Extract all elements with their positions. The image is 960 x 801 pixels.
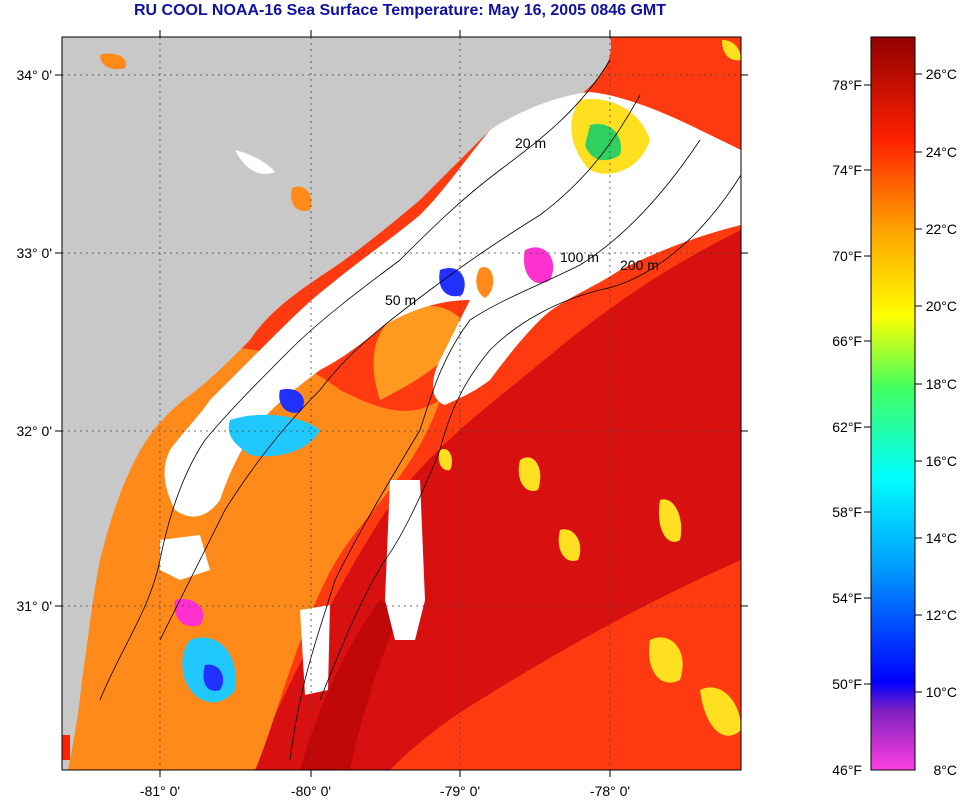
- colorbar-fahrenheit-labels: 78°F 74°F 70°F 66°F 62°F 58°F 54°F 50°F …: [832, 77, 862, 778]
- lat-label: 32° 0': [16, 423, 52, 439]
- celsius-label: 20°C: [926, 298, 957, 314]
- celsius-label: 12°C: [926, 607, 957, 623]
- isobath-label: 200 m: [620, 257, 659, 273]
- celsius-label: 22°C: [926, 221, 957, 237]
- fahrenheit-label: 50°F: [832, 676, 862, 692]
- graticule: [62, 37, 741, 770]
- isobath-label: 50 m: [385, 292, 416, 308]
- cloud-mask: [164, 92, 741, 517]
- celsius-label: 14°C: [926, 530, 957, 546]
- fahrenheit-label: 78°F: [832, 77, 862, 93]
- celsius-label: 8°C: [934, 762, 958, 778]
- lon-label: -80° 0': [291, 783, 331, 799]
- celsius-label: 24°C: [926, 144, 957, 160]
- fahrenheit-label: 74°F: [832, 162, 862, 178]
- lon-label: -81° 0': [140, 783, 180, 799]
- fahrenheit-label: 66°F: [832, 333, 862, 349]
- fahrenheit-label: 54°F: [832, 590, 862, 606]
- celsius-label: 18°C: [926, 376, 957, 392]
- map-title: RU COOL NOAA-16 Sea Surface Temperature:…: [133, 2, 667, 19]
- lon-label: -79° 0': [440, 783, 480, 799]
- celsius-label: 26°C: [926, 66, 957, 82]
- latitude-labels: 34° 0' 33° 0' 32° 0' 31° 0': [16, 67, 52, 614]
- isobath-label: 100 m: [560, 249, 599, 265]
- celsius-label: 16°C: [926, 453, 957, 469]
- lat-label: 34° 0': [16, 67, 52, 83]
- temperature-colorbar: [870, 36, 916, 771]
- isobath-labels: 20 m 50 m 100 m 200 m: [385, 135, 659, 308]
- map-frame: [61, 36, 742, 771]
- celsius-label: 10°C: [926, 684, 957, 700]
- fahrenheit-label: 46°F: [832, 762, 862, 778]
- fahrenheit-label: 62°F: [832, 419, 862, 435]
- map-plot-area: 20 m 50 m 100 m 200 m: [62, 37, 741, 770]
- fahrenheit-label: 70°F: [832, 248, 862, 264]
- longitude-labels: -81° 0' -80° 0' -79° 0' -78° 0': [140, 783, 630, 799]
- colorbar-ticks: [864, 73, 922, 693]
- isobath-label: 20 m: [515, 135, 546, 151]
- map-ticks: [55, 30, 748, 777]
- shelf-water: [62, 347, 440, 770]
- colorbar-celsius-labels: 26°C 24°C 22°C 20°C 18°C 16°C 14°C 12°C …: [926, 66, 957, 778]
- fahrenheit-label: 58°F: [832, 504, 862, 520]
- lat-label: 33° 0': [16, 245, 52, 261]
- lon-label: -78° 0': [590, 783, 630, 799]
- lat-label: 31° 0': [16, 598, 52, 614]
- land-mass: [62, 37, 611, 770]
